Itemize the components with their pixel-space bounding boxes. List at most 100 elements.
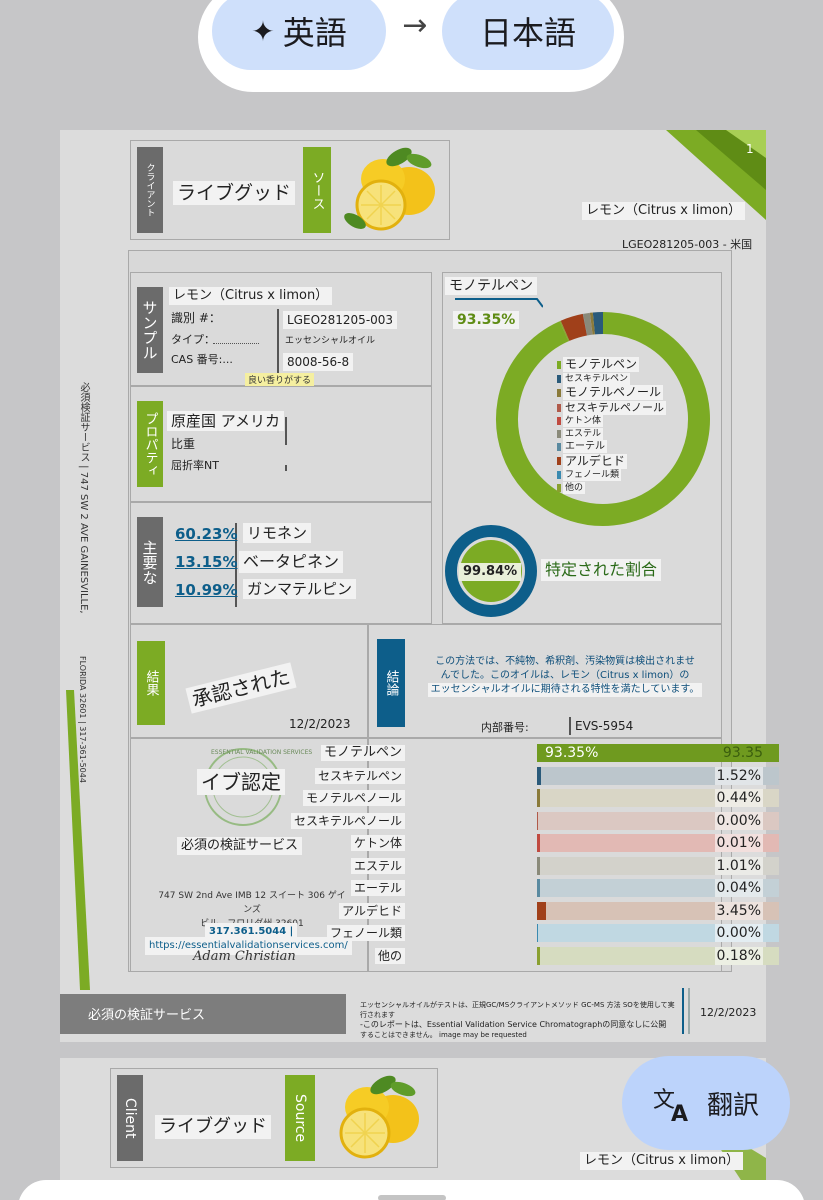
bottom-sheet-handle[interactable] xyxy=(378,1195,446,1200)
footer-notice: エッセンシャルオイルがテストは、正規GC/MSクライアントメソッド GC-MS … xyxy=(360,1001,675,1039)
bar-value: 1.01% xyxy=(714,856,763,875)
main-pct-1: 60.23% xyxy=(175,525,238,543)
bar-label: モノテルペノール xyxy=(302,790,405,806)
specific-gravity: 比重 xyxy=(171,437,196,451)
approved-stamp: 承認された xyxy=(185,662,297,714)
client-tab-2: Client xyxy=(117,1075,143,1161)
main-pct-2: 13.15% xyxy=(175,553,238,571)
legend-label: セスキテルペノール xyxy=(563,400,666,415)
legend-swatch xyxy=(557,457,561,465)
sample-cas-value: 8008-56-8 xyxy=(283,353,354,371)
bar-label: アルデヒド xyxy=(339,902,405,919)
report-page-1: 1 クライアント ライブグッド ソース レモン（Citrus xyxy=(60,130,779,1042)
donut-legend-item: モノテルペン xyxy=(557,357,640,372)
bar-value: 0.00% xyxy=(714,811,763,830)
bar-value: 0.01% xyxy=(714,834,763,852)
main-name-3: ガンマテルピン xyxy=(243,579,357,599)
bar-label: 他の xyxy=(374,947,405,964)
internal-value: EVS-5954 xyxy=(575,719,634,733)
bar-fill xyxy=(537,834,540,852)
client-box: クライアント ライブグッド ソース xyxy=(130,140,450,240)
bar-row: 1.52% xyxy=(537,766,779,785)
left-stripe xyxy=(66,690,90,990)
main-tab: 主要な xyxy=(137,517,163,607)
main-components-panel: 主要な 60.23% リモネン 13.15% ベータピネン 10.99% ガンマ… xyxy=(130,502,432,624)
target-language-label: 日本語 xyxy=(479,14,576,52)
cert-url[interactable]: https://essentialvalidationservices.com/ xyxy=(145,937,352,955)
donut-legend-item: フェノール類 xyxy=(557,469,622,481)
sparkle-icon: ✦ xyxy=(251,14,275,48)
translate-icon: 文 A xyxy=(653,1088,688,1123)
main-pct-3: 10.99% xyxy=(175,581,238,599)
legend-label: エステル xyxy=(563,427,604,440)
client-tab: クライアント xyxy=(137,147,163,233)
translate-button[interactable]: 文 A 翻訳 xyxy=(622,1056,790,1150)
origin: 原産国 アメリカ xyxy=(167,411,285,431)
cert-subtitle: 必須の検証サービス xyxy=(177,837,303,855)
bar-label: モノテルペン xyxy=(320,745,405,761)
donut-panel: モノテルペン 93.35% モノテルペン セスキテルペン モノテルペノール セスキテル… xyxy=(442,272,722,624)
bar-row: 0.00% xyxy=(537,924,779,942)
sample-id-value: LGEO281205-003 xyxy=(283,311,398,329)
bar-right-value: 93.35 xyxy=(722,745,763,761)
bar-fill xyxy=(537,946,540,965)
sample-cas-label: CAS 番号:... xyxy=(171,353,233,366)
refraction: 屈折率NT xyxy=(171,459,219,472)
product-name: レモン（Citrus x limon） xyxy=(582,202,746,220)
legend-swatch xyxy=(557,388,561,397)
property-panel: プロパティ 原産国 アメリカ 比重 屈折率NT xyxy=(130,386,432,502)
lot-number: LGEO281205-003 - 米国 xyxy=(622,238,753,251)
client-name-2: ライブグッド xyxy=(155,1115,271,1139)
bar-row: 0.01% xyxy=(537,834,779,852)
legend-swatch xyxy=(557,403,561,412)
bar-row: 3.45% xyxy=(537,901,779,920)
main-name-2: ベータピネン xyxy=(239,551,344,573)
source-tab: ソース xyxy=(303,147,331,233)
sample-tab: サンプル xyxy=(137,287,163,373)
donut-legend-item: モノテルペノール xyxy=(557,385,664,400)
bar-fill xyxy=(537,879,540,897)
target-language-button[interactable]: 日本語 xyxy=(442,0,614,70)
legend-label: エーテル xyxy=(563,440,607,453)
svg-text:A: A xyxy=(671,1102,688,1123)
conclusion-panel: 結論 この方法では、不純物、希釈剤、汚染物質は検出されませ んでした。このオイル… xyxy=(368,624,722,738)
bar-value: 1.52% xyxy=(714,766,763,785)
sample-id-label: 識別 #： xyxy=(171,311,221,325)
client-box-2: Client ライブグッド Source xyxy=(110,1068,438,1168)
product-name-2: レモン（Citrus x limon） xyxy=(580,1152,744,1170)
bar-value: 0.44% xyxy=(714,789,763,807)
source-language-button[interactable]: ✦ 英語 xyxy=(212,0,386,70)
legend-swatch xyxy=(557,442,561,451)
bar-value: 0.04% xyxy=(714,879,763,897)
donut-legend-item: アルデヒド xyxy=(557,453,627,469)
legend-label: セスキテルペン xyxy=(563,372,631,385)
bar-value: 0.00% xyxy=(714,924,763,942)
sample-type-value: エッセンシャルオイル xyxy=(285,336,376,346)
seal-text: ESSENTIAL VALIDATION SERVICES xyxy=(211,749,313,756)
legend-label: アルデヒド xyxy=(563,453,627,469)
translate-label: 翻訳 xyxy=(706,1090,759,1121)
legend-swatch xyxy=(557,471,561,479)
lemon-image xyxy=(344,147,435,231)
legend-label: モノテルペノール xyxy=(563,385,664,400)
bar-label: ケトン体 xyxy=(350,835,405,851)
footer-date: 12/2/2023 xyxy=(700,1006,757,1019)
property-tab: プロパティ xyxy=(137,401,163,487)
donut-value: 93.35% xyxy=(453,311,520,329)
bar-row: 0.00% xyxy=(537,811,779,830)
conclusion-text: この方法では、不純物、希釈剤、汚染物質は検出されませ んでした。このオイルは、レ… xyxy=(415,655,715,697)
donut-legend-item: ケトン体 xyxy=(557,415,604,427)
lemon-image-2 xyxy=(339,1075,419,1159)
legend-label: モノテルペン xyxy=(563,357,640,372)
bar-fill xyxy=(537,856,540,875)
corner-decoration xyxy=(666,130,766,220)
bar-row: 1.01% xyxy=(537,856,779,875)
bottom-sheet[interactable] xyxy=(18,1180,805,1200)
donut-chart xyxy=(496,312,710,526)
bar-value: 0.18% xyxy=(714,946,763,965)
bar-value: 3.45% xyxy=(714,901,763,920)
client-name: ライブグッド xyxy=(173,181,296,205)
signature: Adam Christian xyxy=(193,949,296,964)
footer-bar: 必須の検証サービス xyxy=(60,994,346,1034)
bar-fill xyxy=(537,789,540,807)
